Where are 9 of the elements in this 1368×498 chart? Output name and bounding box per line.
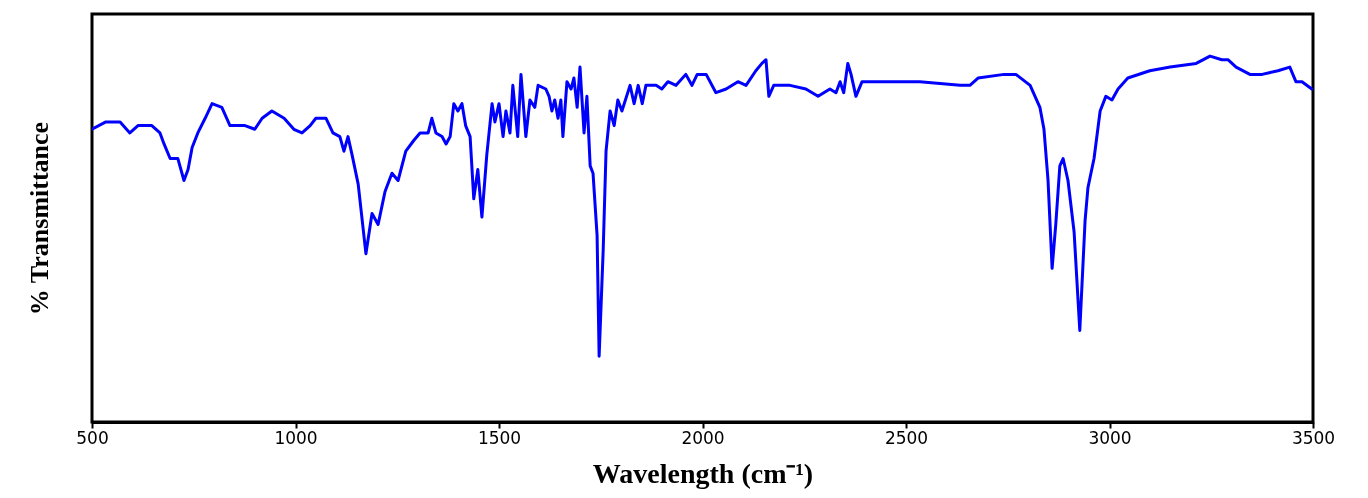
- x-axis-title: Wavelength (cm⁻¹): [592, 457, 814, 489]
- x-tick-label: 2500: [884, 427, 929, 448]
- x-tick-label: 3500: [1291, 427, 1336, 448]
- x-tick-label: 500: [76, 427, 109, 448]
- x-tick-label: 1500: [477, 427, 522, 448]
- x-tick-label: 1000: [274, 427, 318, 448]
- y-axis-title: % Transmittance: [24, 121, 54, 316]
- x-tick-label: 2000: [681, 427, 725, 448]
- x-tick-label: 3000: [1088, 427, 1132, 448]
